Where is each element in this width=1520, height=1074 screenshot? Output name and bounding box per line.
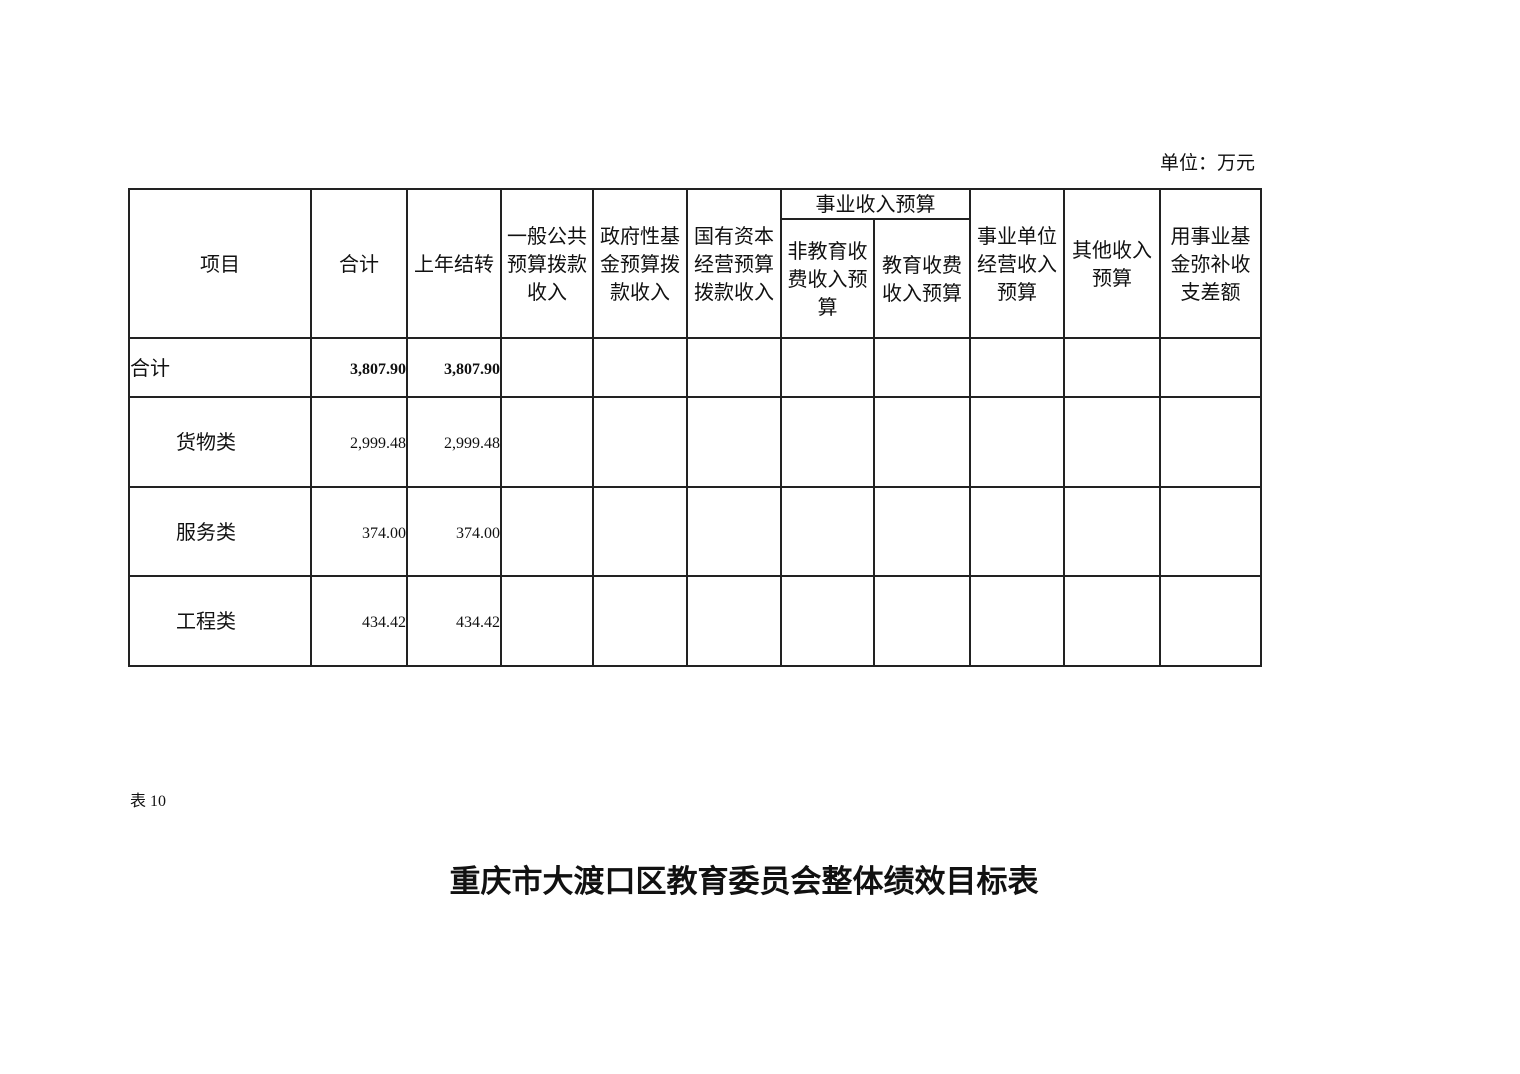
empty-cell (686, 337, 782, 398)
empty-cell (1063, 337, 1161, 398)
empty-cell (1159, 396, 1262, 488)
empty-cell (686, 396, 782, 488)
header-edu-fee: 教育收费收入预算 (873, 218, 971, 339)
row-item: 工程类 (128, 575, 312, 667)
header-carryover: 上年结转 (406, 188, 502, 339)
empty-cell (686, 486, 782, 577)
row-carryover: 374.00 (406, 486, 502, 577)
header-other-income: 其他收入预算 (1063, 188, 1161, 339)
empty-cell (592, 337, 688, 398)
header-business-income-group: 事业收入预算 (780, 188, 971, 220)
header-row: 项目 合计 上年结转 一般公共预算拨款收入 政府性基金预算拨款收入 国有资本经营… (128, 188, 1262, 339)
empty-cell (592, 575, 688, 667)
empty-cell (873, 575, 971, 667)
table-row-total: 合计 3,807.90 3,807.90 (128, 337, 1262, 398)
header-subrow: 非教育收费收入预算 教育收费收入预算 (129, 218, 1261, 339)
empty-cell (1063, 575, 1161, 667)
empty-cell (1063, 396, 1161, 488)
empty-cell (1159, 575, 1262, 667)
empty-cell (500, 575, 594, 667)
row-total: 2,999.48 (310, 396, 408, 488)
header-state-capital: 国有资本经营预算拨款收入 (686, 188, 782, 339)
budget-table: 项目 合计 上年结转 一般公共预算拨款收入 政府性基金预算拨款收入 国有资本经营… (128, 188, 1262, 667)
empty-cell (500, 337, 594, 398)
empty-cell (780, 337, 875, 398)
row-item: 合计 (128, 337, 312, 398)
empty-cell (592, 486, 688, 577)
empty-cell (969, 575, 1065, 667)
header-general-budget: 一般公共预算拨款收入 (500, 188, 594, 339)
empty-cell (1159, 337, 1262, 398)
empty-cell (969, 337, 1065, 398)
empty-cell (592, 396, 688, 488)
row-carryover: 434.42 (406, 575, 502, 667)
row-item: 服务类 (128, 486, 312, 577)
row-total: 3,807.90 (310, 337, 408, 398)
row-total: 374.00 (310, 486, 408, 577)
header-non-edu-fee: 非教育收费收入预算 (780, 218, 875, 339)
empty-cell (686, 575, 782, 667)
row-carryover: 3,807.90 (406, 337, 502, 398)
empty-cell (500, 396, 594, 488)
empty-cell (873, 396, 971, 488)
empty-cell (500, 486, 594, 577)
empty-cell (1063, 486, 1161, 577)
section-title: 重庆市大渡口区教育委员会整体绩效目标表 (449, 864, 1039, 900)
empty-cell (780, 396, 875, 488)
header-gov-fund: 政府性基金预算拨款收入 (592, 188, 688, 339)
header-total: 合计 (310, 188, 408, 339)
empty-cell (873, 486, 971, 577)
header-unit-operating: 事业单位经营收入预算 (969, 188, 1065, 339)
row-carryover: 2,999.48 (406, 396, 502, 488)
table-row: 工程类 434.42 434.42 (128, 575, 1262, 667)
empty-cell (969, 396, 1065, 488)
header-item: 项目 (128, 188, 312, 339)
empty-cell (780, 575, 875, 667)
empty-cell (1159, 486, 1262, 577)
empty-cell (969, 486, 1065, 577)
empty-cell (873, 337, 971, 398)
empty-cell (780, 486, 875, 577)
table-number: 表 10 (130, 793, 167, 810)
table-row: 服务类 374.00 374.00 (128, 486, 1262, 577)
header-fund-offset: 用事业基金弥补收支差额 (1159, 188, 1262, 339)
row-item: 货物类 (128, 396, 312, 488)
row-total: 434.42 (310, 575, 408, 667)
table-row: 货物类 2,999.48 2,999.48 (128, 396, 1262, 488)
unit-label: 单位：万元 (1160, 152, 1256, 174)
